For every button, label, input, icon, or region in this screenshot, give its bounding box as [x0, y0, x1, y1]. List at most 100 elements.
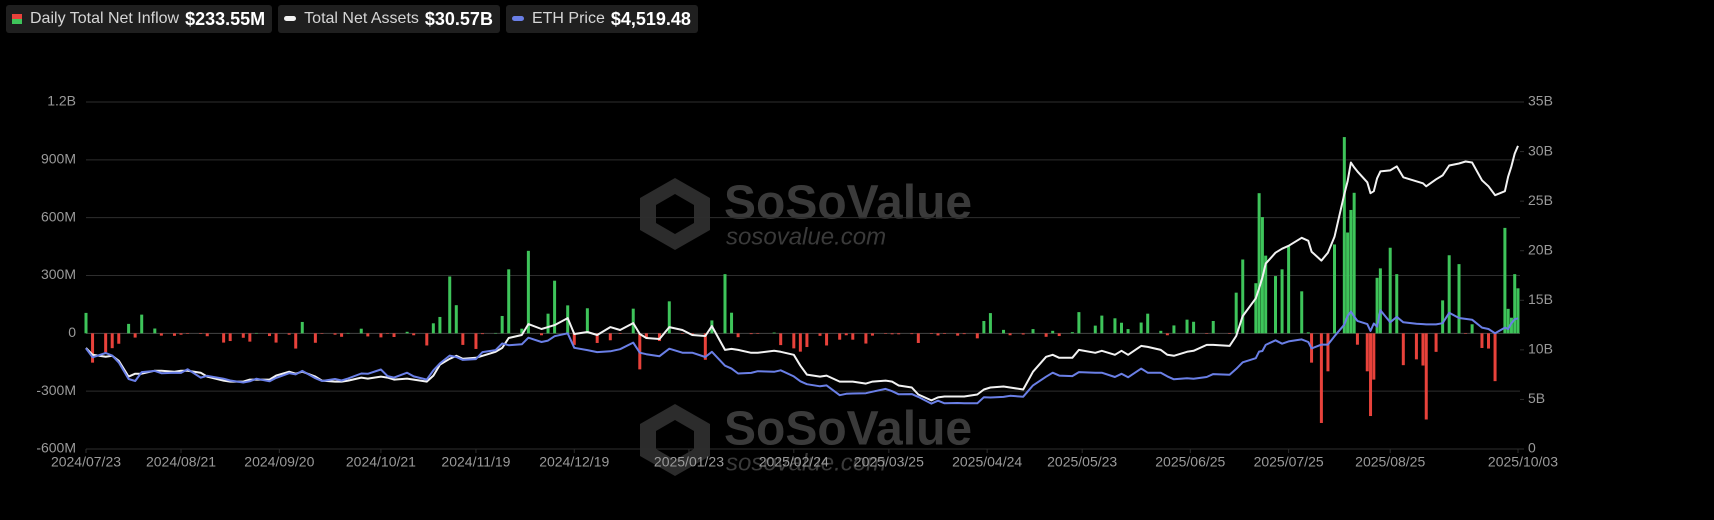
bar	[1372, 333, 1376, 380]
legend-value: $233.55M	[185, 8, 266, 29]
bar	[179, 333, 183, 335]
watermark-url: sosovalue.com	[726, 223, 886, 250]
legend: Daily Total Net Inflow $233.55M Total Ne…	[6, 5, 698, 33]
bar	[1241, 259, 1245, 334]
bar	[1434, 333, 1438, 352]
bar	[798, 333, 802, 352]
bar	[772, 332, 776, 334]
x-tick-label: 2025/04/24	[952, 454, 1022, 470]
bar	[1159, 330, 1163, 334]
bar	[1414, 333, 1418, 360]
x-tick-label: 2024/09/20	[244, 454, 314, 470]
bar	[1401, 333, 1405, 366]
bar	[792, 333, 796, 349]
bar	[1424, 333, 1428, 420]
legend-item[interactable]: Daily Total Net Inflow $233.55M	[6, 5, 273, 33]
bar	[1395, 274, 1399, 334]
bar	[585, 308, 589, 334]
bar-series	[84, 137, 1520, 423]
x-tick-label: 2024/11/19	[441, 454, 510, 470]
bar	[644, 333, 648, 338]
bar	[730, 312, 734, 334]
bar	[366, 333, 370, 337]
bar	[910, 333, 914, 335]
legend-value: $4,519.48	[610, 8, 691, 29]
bar	[1457, 264, 1461, 334]
x-tick-label: 2025/08/25	[1355, 454, 1425, 470]
bar	[287, 333, 291, 335]
bar	[1126, 329, 1130, 334]
bar	[703, 333, 707, 360]
bar	[825, 333, 829, 346]
bar	[1365, 333, 1369, 372]
bar	[385, 333, 389, 334]
bar	[1254, 283, 1258, 334]
y2-tick-label: 35B	[1528, 93, 1553, 109]
bar	[1306, 332, 1310, 334]
bar	[405, 331, 409, 334]
bar	[461, 333, 465, 345]
bar	[474, 333, 478, 349]
x-tick-label: 2025/01/23	[654, 454, 724, 470]
bar	[1349, 209, 1353, 334]
bar	[1008, 333, 1012, 336]
bar	[1509, 317, 1513, 334]
bar	[1051, 330, 1055, 334]
bar	[736, 333, 740, 338]
legend-swatch	[511, 16, 524, 21]
x-tick-label: 2024/08/21	[146, 454, 216, 470]
bar	[481, 333, 485, 335]
bar	[159, 333, 163, 336]
bar	[110, 333, 114, 349]
y2-tick-label: 30B	[1528, 142, 1553, 158]
bar	[274, 333, 278, 343]
bar	[1280, 269, 1284, 334]
bar	[254, 332, 258, 334]
legend-item[interactable]: Total Net Assets $30.57B	[278, 5, 500, 33]
y-tick-label: -600M	[36, 440, 76, 456]
bar	[300, 321, 304, 334]
bar	[1375, 277, 1379, 334]
bar	[870, 333, 874, 336]
bar	[884, 333, 888, 334]
y-tick-label: -300M	[36, 382, 76, 398]
bar	[1234, 292, 1238, 334]
bar	[1205, 333, 1209, 334]
bar	[431, 323, 435, 334]
bar	[268, 333, 272, 337]
bar	[1326, 333, 1330, 372]
bar	[320, 333, 324, 334]
bar	[359, 328, 363, 334]
y2-tick-label: 0	[1528, 440, 1536, 456]
bar	[248, 333, 252, 342]
x-tick-label: 2024/10/21	[346, 454, 416, 470]
bar	[962, 333, 966, 335]
watermark-logo	[640, 404, 710, 476]
watermark: SoSoValue sosovalue.com SoSoValue sosova…	[640, 177, 972, 476]
bar	[199, 333, 203, 334]
bar	[723, 274, 727, 334]
legend-value: $30.57B	[424, 8, 493, 29]
bar	[851, 333, 855, 340]
bar	[313, 333, 317, 343]
bar	[1002, 329, 1006, 334]
bar	[1044, 333, 1048, 337]
legend-item[interactable]: ETH Price $4,519.48	[505, 5, 698, 33]
bar	[1441, 300, 1445, 334]
bar	[1300, 291, 1304, 334]
bar	[1506, 308, 1510, 334]
bar	[982, 320, 986, 334]
bar	[1139, 322, 1143, 334]
x-tick-label: 2025/02/24	[759, 454, 829, 470]
bar	[1287, 246, 1291, 334]
bar	[186, 333, 190, 334]
watermark-brand: SoSoValue	[724, 403, 972, 456]
bar	[657, 333, 661, 342]
bar	[84, 312, 88, 334]
bar	[1119, 322, 1123, 334]
bar	[1342, 137, 1346, 334]
bar	[680, 333, 684, 334]
bar	[133, 333, 137, 338]
